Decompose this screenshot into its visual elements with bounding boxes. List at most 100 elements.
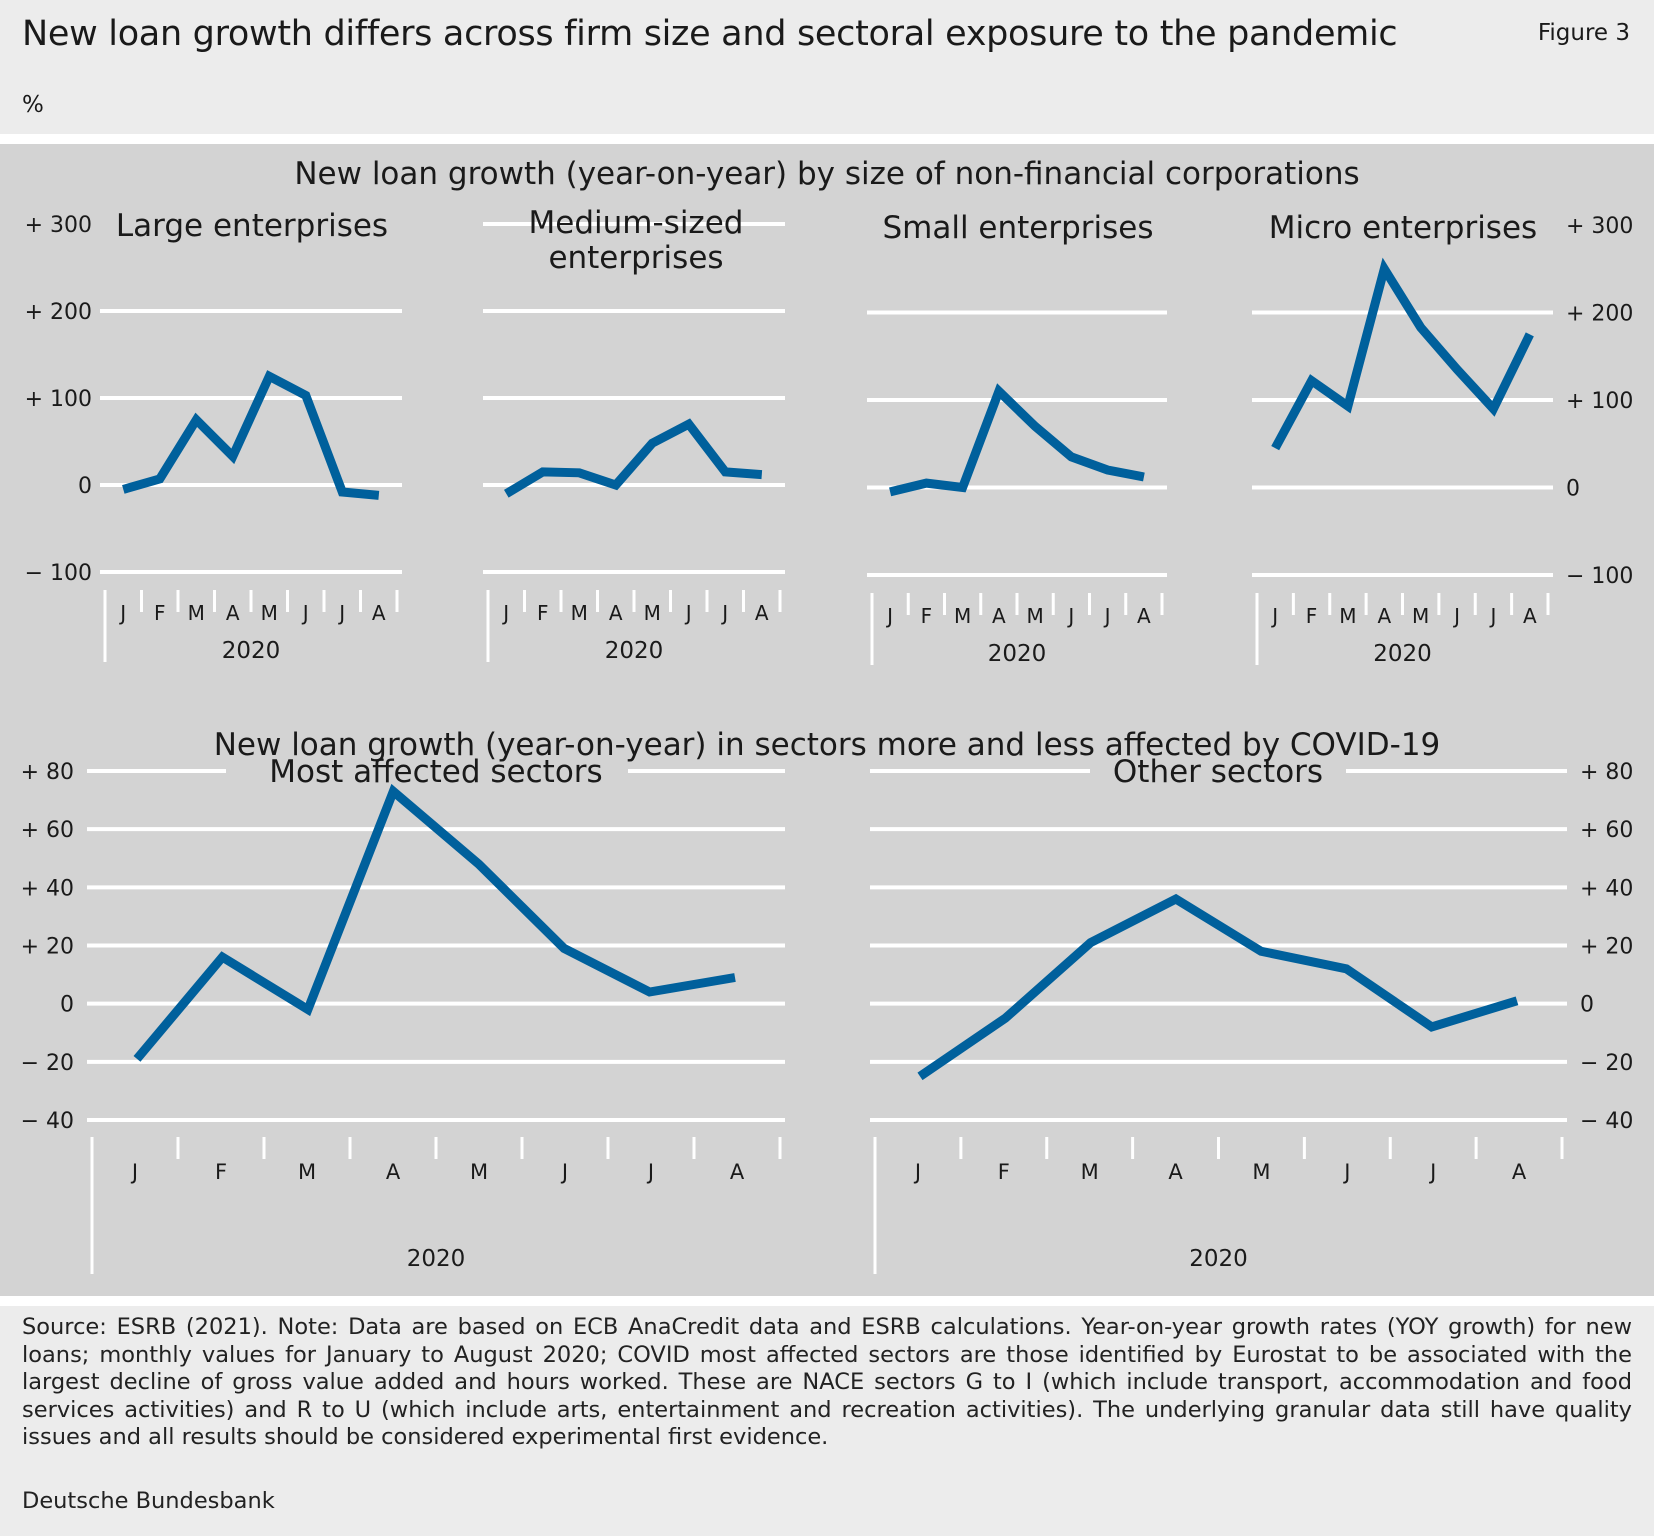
panel-title: Small enterprises xyxy=(882,210,1153,246)
y-tick-label: + 60 xyxy=(1580,818,1633,843)
series-line xyxy=(122,370,380,500)
series-line xyxy=(889,383,1145,497)
x-tick-label: A xyxy=(755,601,769,625)
x-tick-label: M xyxy=(1026,604,1043,628)
x-tick-label: A xyxy=(1512,1160,1527,1184)
y-tick-label: + 20 xyxy=(1580,935,1633,960)
year-label: 2020 xyxy=(1373,641,1432,667)
top-divider xyxy=(0,134,1654,144)
x-tick-label: J xyxy=(885,604,893,628)
x-tick-label: M xyxy=(571,601,588,625)
year-label: 2020 xyxy=(988,641,1047,667)
y-tick-label: − 100 xyxy=(1566,564,1633,589)
x-tick-label: F xyxy=(215,1160,227,1184)
unit-label: % xyxy=(22,92,44,118)
x-tick-label: J xyxy=(118,601,126,625)
panel-title: Other sectors xyxy=(1113,754,1323,790)
y-tick-label: + 300 xyxy=(1566,214,1633,239)
x-tick-label: M xyxy=(1339,604,1356,628)
x-tick-label: A xyxy=(372,601,386,625)
panel-most-affected-sectors: − 40 − 20 0 + 20 + 40 + 60 + 80 J F M A M J J A 2020 Mos… xyxy=(21,754,785,1274)
x-tick-label: M xyxy=(470,1160,488,1184)
x-tick-label: F xyxy=(537,601,549,625)
bottom-divider xyxy=(0,1296,1654,1306)
x-tick-label: J xyxy=(1270,604,1278,628)
x-tick-label: A xyxy=(992,604,1006,628)
y-tick-label: 0 xyxy=(1566,477,1580,502)
x-tick-label: A xyxy=(1137,604,1151,628)
section-title-sectors: New loan growth (year-on-year) in sector… xyxy=(214,727,1441,763)
panel-title: Medium-sized xyxy=(529,205,744,241)
figure-number: Figure 3 xyxy=(1537,20,1630,46)
x-tick-label: J xyxy=(501,601,509,625)
x-tick-label: A xyxy=(1523,604,1537,628)
x-tick-label: J xyxy=(1452,604,1460,628)
y-tick-label: + 80 xyxy=(21,760,74,785)
x-tick-label: A xyxy=(730,1160,745,1184)
y-tick-label: − 40 xyxy=(21,1109,74,1134)
y-tick-label: + 40 xyxy=(1580,876,1633,901)
x-tick-label: M xyxy=(1252,1160,1270,1184)
series-line xyxy=(133,783,736,1062)
x-tick-label: J xyxy=(1103,604,1111,628)
x-tick-label: J xyxy=(301,601,309,625)
x-tick-label: J xyxy=(130,1160,138,1184)
y-tick-label: + 300 xyxy=(25,213,92,238)
x-tick-label: J xyxy=(1066,604,1074,628)
y-tick-label: + 100 xyxy=(25,387,92,412)
x-tick-label: A xyxy=(226,601,240,625)
year-label: 2020 xyxy=(407,1246,466,1272)
y-tick-label: − 20 xyxy=(1580,1051,1633,1076)
figure-title: New loan growth differs across firm size… xyxy=(22,14,1398,54)
year-label: 2020 xyxy=(605,638,664,664)
y-tick-label: + 80 xyxy=(1580,760,1633,785)
x-tick-label: J xyxy=(1488,604,1496,628)
y-tick-label: + 200 xyxy=(1566,302,1633,327)
x-tick-label: J xyxy=(560,1160,568,1184)
x-tick-label: J xyxy=(337,601,345,625)
x-tick-label: M xyxy=(261,601,278,625)
x-tick-label: M xyxy=(298,1160,316,1184)
x-tick-label: M xyxy=(188,601,205,625)
x-tick-label: M xyxy=(1081,1160,1099,1184)
x-tick-label: F xyxy=(998,1160,1010,1184)
y-tick-label: + 20 xyxy=(21,935,74,960)
y-tick-label: − 40 xyxy=(1580,1109,1633,1134)
x-tick-label: F xyxy=(1306,604,1318,628)
x-tick-label: J xyxy=(646,1160,654,1184)
x-tick-label: A xyxy=(1168,1160,1183,1184)
series-line xyxy=(503,418,763,498)
x-tick-label: J xyxy=(1428,1160,1436,1184)
x-tick-label: J xyxy=(1342,1160,1350,1184)
x-tick-label: M xyxy=(1412,604,1429,628)
x-tick-label: F xyxy=(154,601,166,625)
y-tick-label: 0 xyxy=(1580,993,1594,1018)
year-label: 2020 xyxy=(1189,1246,1248,1272)
panel-title: Large enterprises xyxy=(116,208,388,244)
section-title-firm-size: New loan growth (year-on-year) by size o… xyxy=(294,156,1359,192)
x-tick-label: A xyxy=(386,1160,401,1184)
year-label: 2020 xyxy=(222,638,281,664)
series-line xyxy=(917,893,1519,1081)
panel-other-sectors: − 40 − 20 0 + 20 + 40 + 60 + 80 J F M A M J J A 2020 Oth… xyxy=(870,754,1633,1274)
x-tick-label: M xyxy=(954,604,971,628)
y-tick-label: + 100 xyxy=(1566,389,1633,414)
y-tick-label: − 100 xyxy=(25,561,92,586)
x-tick-label: J xyxy=(684,601,692,625)
x-tick-label: A xyxy=(1377,604,1391,628)
chart-background xyxy=(0,144,1654,1296)
y-tick-label: 0 xyxy=(78,474,92,499)
x-tick-label: F xyxy=(921,604,933,628)
source-organization: Deutsche Bundesbank xyxy=(22,1488,275,1514)
y-tick-label: + 200 xyxy=(25,300,92,325)
x-tick-label: A xyxy=(609,601,623,625)
y-tick-label: + 40 xyxy=(21,876,74,901)
panel-title: Most affected sectors xyxy=(269,754,602,790)
x-tick-label: J xyxy=(913,1160,921,1184)
series-line xyxy=(1271,257,1534,451)
